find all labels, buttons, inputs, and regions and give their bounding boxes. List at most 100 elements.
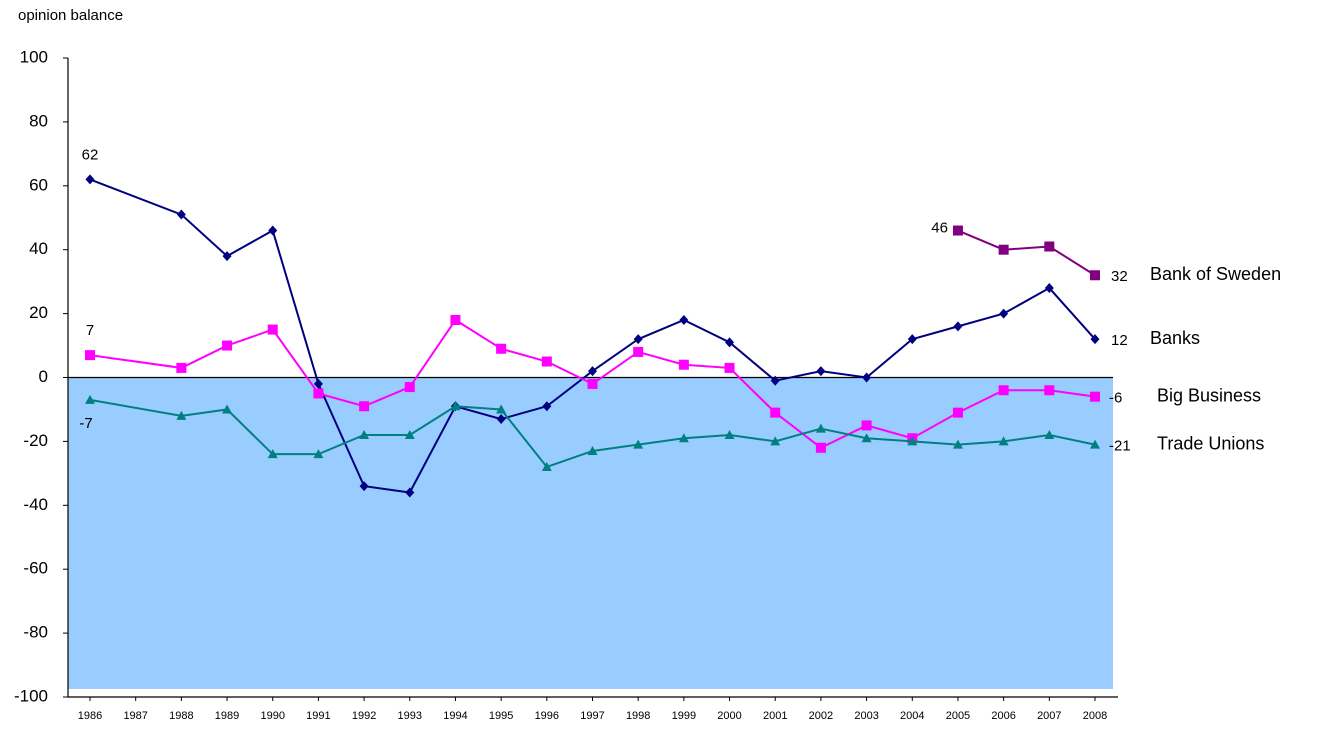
- y-tick-label: 0: [39, 367, 48, 386]
- point: [359, 481, 369, 492]
- series-line: [89, 178, 1096, 494]
- x-tick-label: 1999: [672, 710, 696, 722]
- point: [359, 430, 370, 440]
- x-tick-label: 2005: [946, 710, 970, 722]
- point: [815, 442, 826, 453]
- point: [588, 366, 597, 377]
- point: [268, 225, 278, 236]
- x-tick-label: 1992: [352, 710, 376, 722]
- point: [998, 436, 1009, 446]
- point: [85, 394, 95, 404]
- data-label: 12: [1111, 332, 1128, 349]
- point: [176, 410, 187, 420]
- x-tick-label: 1996: [535, 710, 559, 722]
- y-tick-label: 100: [20, 47, 48, 66]
- y-tick-label: -100: [14, 686, 48, 705]
- point: [633, 334, 643, 345]
- point: [1090, 270, 1100, 281]
- point: [770, 375, 780, 386]
- point: [679, 314, 689, 325]
- x-tick-label: 1994: [443, 710, 467, 722]
- point: [587, 378, 598, 389]
- point: [770, 407, 781, 418]
- point: [313, 449, 324, 459]
- point: [541, 356, 552, 367]
- point: [678, 359, 689, 370]
- point: [176, 209, 186, 220]
- data-label: -6: [1109, 390, 1122, 407]
- point: [1044, 241, 1055, 252]
- point: [1090, 391, 1100, 402]
- y-tick-label: 20: [29, 303, 48, 322]
- point: [1044, 283, 1054, 294]
- x-tick-label: 2006: [991, 710, 1015, 722]
- point: [1090, 439, 1100, 449]
- point: [267, 449, 278, 459]
- series-line: [957, 229, 1096, 277]
- point: [587, 445, 598, 455]
- point: [998, 244, 1009, 255]
- point: [724, 430, 735, 440]
- x-tick-label: 1998: [626, 710, 650, 722]
- point: [313, 388, 324, 399]
- point: [907, 334, 917, 345]
- point: [313, 378, 323, 389]
- point: [1044, 430, 1055, 440]
- x-tick-label: 1997: [580, 710, 604, 722]
- x-tick-label: 2001: [763, 710, 787, 722]
- y-tick-label: 60: [29, 175, 48, 194]
- data-label: -7: [79, 415, 92, 432]
- point: [405, 487, 415, 498]
- point: [724, 362, 735, 373]
- point: [222, 251, 232, 262]
- point: [222, 340, 233, 351]
- point: [815, 423, 826, 433]
- y-tick-label: -80: [23, 623, 48, 642]
- point: [678, 433, 689, 443]
- point: [85, 174, 95, 185]
- point: [999, 308, 1009, 319]
- x-tick-label: 2007: [1037, 710, 1061, 722]
- point: [496, 404, 507, 414]
- point: [816, 366, 826, 377]
- point: [952, 407, 963, 418]
- point: [907, 436, 918, 446]
- x-tick-label: 2008: [1083, 710, 1107, 722]
- y-axis-label: opinion balance: [18, 7, 123, 24]
- point: [496, 343, 507, 354]
- y-tick-label: -40: [23, 495, 48, 514]
- y-tick-label: 40: [29, 239, 48, 258]
- x-tick-label: 2002: [809, 710, 833, 722]
- data-label: 62: [82, 146, 99, 163]
- point: [450, 401, 461, 411]
- point: [404, 382, 415, 393]
- x-tick-label: 1991: [306, 710, 330, 722]
- point: [725, 337, 735, 348]
- x-tick-label: 1987: [123, 710, 147, 722]
- y-tick-label: -60: [23, 559, 48, 578]
- x-tick-label: 2004: [900, 710, 924, 722]
- series-line: [89, 398, 1096, 469]
- point: [770, 436, 781, 446]
- legend-label: Banks: [1150, 328, 1200, 348]
- point: [542, 401, 552, 412]
- point: [862, 372, 872, 383]
- point: [496, 414, 506, 425]
- data-label: 46: [931, 219, 948, 236]
- point: [1044, 385, 1055, 396]
- x-tick-label: 1988: [169, 710, 193, 722]
- point: [953, 321, 963, 332]
- series-line: [89, 318, 1096, 449]
- x-tick-label: 1993: [398, 710, 422, 722]
- legend-label: Trade Unions: [1157, 433, 1264, 453]
- legend-label: Bank of Sweden: [1150, 264, 1281, 284]
- x-tick-label: 2003: [854, 710, 878, 722]
- x-tick-label: 2000: [717, 710, 741, 722]
- point: [541, 461, 552, 471]
- point: [85, 350, 95, 361]
- y-tick-label: -20: [23, 431, 48, 450]
- point: [176, 362, 187, 373]
- x-tick-label: 1986: [78, 710, 102, 722]
- point: [450, 314, 461, 325]
